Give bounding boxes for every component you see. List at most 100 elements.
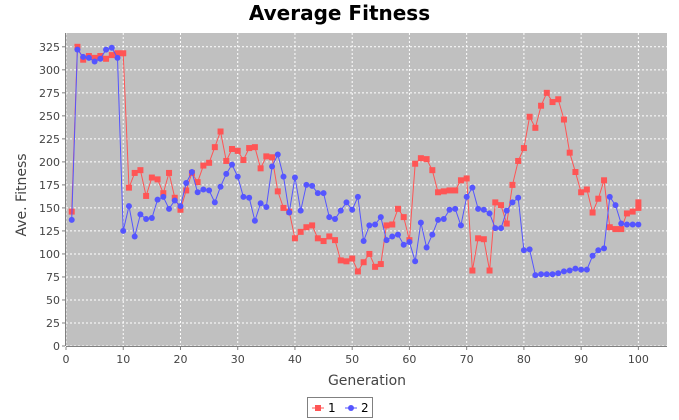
series-1-point — [360, 259, 367, 266]
series-1-point — [612, 226, 619, 233]
series-2-point — [240, 193, 247, 200]
series-1-point — [125, 184, 132, 191]
series-1-point — [228, 145, 235, 152]
series-1-point — [526, 113, 533, 120]
series-2-point — [206, 187, 213, 194]
series-1-point — [457, 177, 464, 184]
series-2-point — [400, 241, 407, 248]
series-2-point — [618, 220, 625, 227]
x-tick-label: 30 — [231, 353, 245, 366]
series-1-point — [463, 175, 470, 182]
series-1-point — [211, 144, 218, 151]
y-tick-label: 50 — [46, 294, 60, 307]
series-1-point — [394, 205, 401, 212]
series-2-point — [91, 58, 98, 65]
x-axis-label: Generation — [328, 373, 406, 389]
series-1-point — [303, 224, 310, 231]
series-2-point — [543, 271, 550, 278]
series-2-point — [80, 53, 87, 60]
series-1-point — [429, 167, 436, 174]
series-1-point — [560, 116, 567, 123]
series-2-point — [297, 207, 304, 214]
y-tick-label: 125 — [39, 225, 60, 238]
series-1-point — [475, 235, 482, 242]
series-1-point — [417, 155, 424, 162]
axes: 0 25 50 75 100 125 150 175 200 225 250 275 300 325 0 10… — [39, 33, 667, 366]
series-1-point — [400, 214, 407, 221]
series-2-point — [538, 271, 545, 278]
series-1-point — [629, 208, 636, 215]
y-axis-label: Ave. Fitness — [14, 153, 30, 236]
series-1-point — [91, 54, 98, 61]
series-1-point — [349, 255, 356, 262]
series-1-point — [492, 199, 499, 206]
series-1-point — [354, 268, 361, 275]
series-1-point — [543, 89, 550, 96]
series-2-point — [480, 206, 487, 213]
series-2-point — [486, 210, 493, 217]
series-1-point — [486, 267, 493, 274]
series-2-point — [635, 221, 642, 228]
x-tick-label: 80 — [517, 353, 531, 366]
series-2-point — [377, 214, 384, 221]
series-1-point — [217, 128, 224, 135]
series-1-point — [274, 188, 281, 195]
series-2-point — [578, 266, 585, 273]
series-2-point — [120, 227, 127, 234]
series-1-point — [452, 187, 459, 194]
series-2-point — [366, 222, 373, 229]
series-1 — [68, 43, 642, 275]
series-1-point — [200, 162, 207, 169]
legend-label-2: 2 — [361, 401, 369, 415]
y-tick-label: 200 — [39, 156, 60, 169]
series-2-point — [354, 193, 361, 200]
series-2-point — [412, 258, 419, 265]
series-1-point — [423, 156, 430, 163]
series-2-point — [475, 205, 482, 212]
series-1-point — [480, 236, 487, 243]
series-2-point — [166, 205, 173, 212]
series-2-point — [291, 174, 298, 181]
y-tick-label: 225 — [39, 133, 60, 146]
series-1-point — [194, 179, 201, 186]
series-1-point — [635, 199, 642, 206]
series-1-point — [366, 250, 373, 257]
series-1-point — [383, 222, 390, 229]
series-1-point — [120, 50, 127, 57]
x-tick-label: 20 — [173, 353, 187, 366]
series-2-point — [332, 215, 339, 222]
y-tick-label: 175 — [39, 179, 60, 192]
series-2-point — [148, 215, 155, 222]
series-1-point — [297, 228, 304, 235]
series-2-point — [463, 193, 470, 200]
series-2-point — [629, 221, 636, 228]
series-1-point — [515, 157, 522, 164]
series-2-point — [372, 221, 379, 228]
series-1-point — [309, 222, 316, 229]
series-2-point — [68, 216, 75, 223]
series-2-point — [566, 267, 573, 274]
series-2-point — [234, 173, 241, 180]
series-2-point — [423, 244, 430, 251]
plot-area — [66, 33, 667, 346]
series-2-point — [446, 206, 453, 213]
legend-marker-1 — [315, 405, 321, 411]
series-2-point — [394, 231, 401, 238]
y-tick-label: 0 — [53, 340, 60, 353]
series-2-point — [177, 203, 184, 210]
series-1-point — [257, 165, 264, 172]
series-2-point — [520, 247, 527, 254]
grid — [65, 33, 667, 347]
series-1-point — [440, 188, 447, 195]
series-1-point — [343, 258, 350, 265]
series-1-point — [280, 204, 287, 211]
series-1-point — [206, 159, 213, 166]
series-1-point — [223, 157, 230, 164]
series-2-point — [509, 199, 516, 206]
series-1-point — [240, 157, 247, 164]
legend-marker-2 — [348, 405, 354, 411]
series-2-point — [314, 190, 321, 197]
series-2-point — [211, 199, 218, 206]
series-2 — [68, 44, 642, 279]
